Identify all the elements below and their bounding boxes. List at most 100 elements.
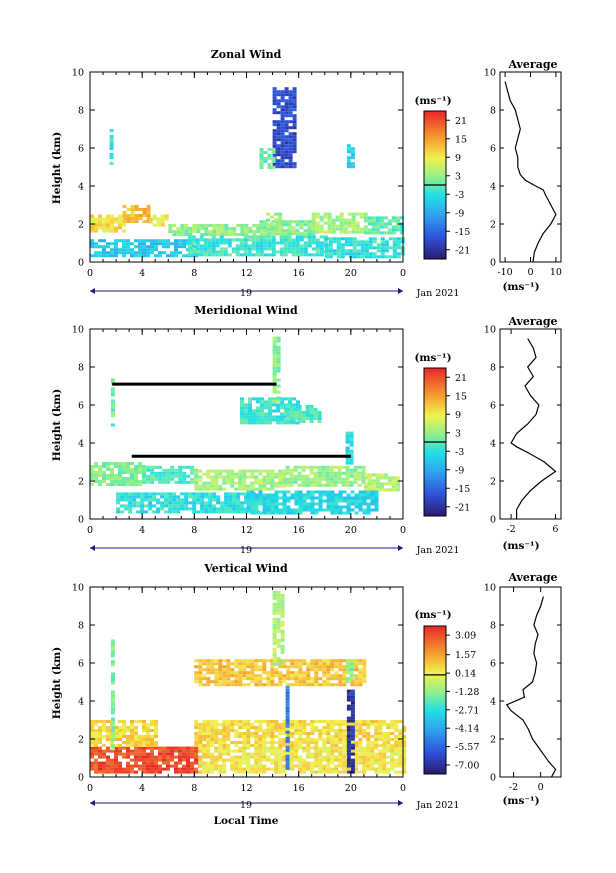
- data-cell: [375, 482, 380, 486]
- data-cell: [114, 239, 118, 243]
- data-cell: [323, 241, 328, 245]
- data-cell: [342, 744, 347, 747]
- data-cell: [142, 764, 146, 768]
- data-cell: [306, 764, 311, 768]
- data-cell: [318, 662, 323, 666]
- data-cell: [170, 749, 174, 753]
- data-cell: [228, 495, 233, 499]
- data-cell: [342, 735, 347, 738]
- data-cell: [342, 496, 347, 500]
- data-cell: [280, 596, 285, 600]
- data-cell: [294, 749, 299, 753]
- data-cell: [202, 746, 207, 750]
- data-cell: [282, 496, 287, 500]
- data-cell: [230, 761, 235, 765]
- data-cell: [126, 251, 130, 255]
- data-region: [345, 659, 354, 684]
- data-cell: [362, 674, 367, 678]
- data-cell: [94, 744, 98, 747]
- data-cell: [311, 227, 316, 231]
- data-cell: [368, 246, 373, 250]
- data-cell: [298, 744, 303, 747]
- data-cell: [222, 680, 227, 684]
- data-cell: [322, 720, 327, 723]
- data-cell: [378, 749, 383, 753]
- data-cell: [375, 222, 380, 226]
- data-cell: [146, 729, 150, 732]
- data-cell: [318, 761, 323, 765]
- data-cell: [360, 243, 365, 247]
- data-cell: [313, 483, 318, 487]
- data-cell: [186, 480, 191, 484]
- data-cell: [256, 415, 260, 419]
- data-cell: [150, 251, 154, 255]
- data-cell: [110, 735, 115, 739]
- data-cell: [346, 695, 351, 699]
- data-cell: [355, 221, 360, 225]
- data-cell: [346, 731, 351, 735]
- data-cell: [280, 108, 285, 112]
- data-cell: [286, 735, 291, 738]
- data-cell: [242, 478, 247, 482]
- data-cell: [212, 492, 217, 496]
- data-cell: [272, 144, 277, 148]
- data-cell: [266, 723, 271, 726]
- data-cell: [345, 671, 350, 675]
- data-cell: [106, 468, 110, 471]
- data-cell: [196, 501, 201, 505]
- data-cell: [130, 217, 135, 220]
- data-cell: [288, 105, 293, 109]
- data-cell: [164, 495, 169, 499]
- data-cell: [350, 150, 355, 154]
- data-cell: [240, 418, 244, 422]
- data-cell: [238, 749, 243, 753]
- data-cell: [294, 738, 299, 741]
- data-cell: [198, 683, 203, 687]
- profile-line: [510, 338, 557, 519]
- data-cell: [303, 241, 308, 245]
- data-cell: [339, 224, 344, 228]
- data-cell: [206, 671, 211, 675]
- data-cell: [202, 677, 207, 681]
- data-cell: [289, 417, 294, 420]
- data-cell: [292, 162, 297, 166]
- data-cell: [276, 406, 280, 410]
- data-cell: [226, 720, 231, 723]
- data-cell: [186, 746, 190, 750]
- x-tick-label: 20: [345, 525, 357, 536]
- data-cell: [218, 671, 223, 675]
- data-cell: [98, 720, 102, 723]
- y-tick-label: 0: [490, 773, 496, 784]
- data-region: [198, 746, 407, 774]
- data-cell: [186, 465, 191, 469]
- panel-1-title: Zonal Wind: [211, 48, 282, 61]
- data-cell: [202, 674, 207, 678]
- data-cell: [280, 123, 285, 127]
- y-tick-label: 0: [78, 258, 84, 269]
- data-cell: [283, 232, 288, 236]
- colorbar-tick-label: -7.00: [455, 760, 479, 771]
- data-cell: [270, 738, 275, 741]
- data-cell: [349, 677, 354, 681]
- data-cell: [298, 723, 303, 726]
- data-cell: [306, 671, 311, 675]
- data-cell: [254, 508, 259, 512]
- data-cell: [158, 474, 163, 478]
- data-cell: [282, 744, 287, 747]
- data-cell: [250, 508, 255, 512]
- data-cell: [334, 677, 339, 681]
- data-cell: [202, 487, 207, 491]
- data-cell: [375, 225, 380, 229]
- data-cell: [202, 764, 207, 768]
- data-cell: [210, 732, 215, 735]
- data-cell: [326, 729, 331, 732]
- data-cell: [174, 746, 178, 750]
- data-cell: [228, 227, 233, 230]
- data-cell: [350, 499, 355, 503]
- data-cell: [326, 770, 331, 774]
- data-cell: [354, 758, 359, 762]
- colorbar-tick-label: 15: [455, 134, 467, 145]
- data-cell: [106, 749, 110, 753]
- data-cell: [102, 729, 106, 732]
- data-cell: [268, 403, 272, 407]
